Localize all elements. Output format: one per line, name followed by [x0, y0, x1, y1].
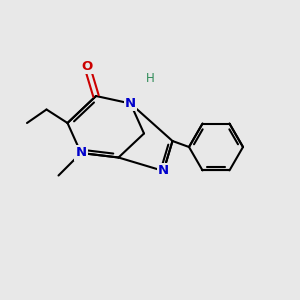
Text: O: O [81, 59, 93, 73]
Text: N: N [125, 97, 136, 110]
Text: H: H [146, 71, 154, 85]
Text: N: N [75, 146, 87, 160]
Text: N: N [158, 164, 169, 178]
